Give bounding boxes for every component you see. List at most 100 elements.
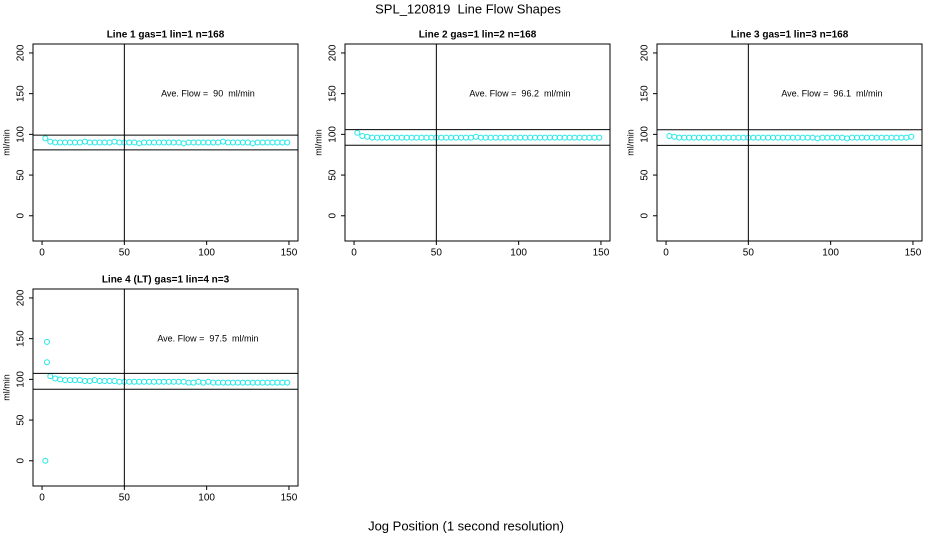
point xyxy=(111,377,118,384)
point xyxy=(57,139,64,146)
x-tick-label: 0 xyxy=(663,248,669,259)
point xyxy=(249,140,256,147)
point xyxy=(96,139,103,146)
point xyxy=(239,379,246,386)
point xyxy=(106,139,113,146)
point xyxy=(131,139,138,146)
point xyxy=(141,139,148,146)
plot-frame xyxy=(32,43,299,242)
point xyxy=(492,134,499,141)
x-tick-label: 100 xyxy=(510,248,527,259)
point xyxy=(264,379,271,386)
y-tick-label: 150 xyxy=(16,330,27,347)
point xyxy=(487,134,494,141)
point xyxy=(666,132,673,139)
point xyxy=(150,378,157,385)
point xyxy=(269,139,276,146)
y-tick-label: 100 xyxy=(16,371,27,388)
y-tick-label: 150 xyxy=(16,85,27,102)
point xyxy=(686,134,693,141)
point xyxy=(170,378,177,385)
point xyxy=(249,379,256,386)
point xyxy=(581,134,588,141)
point xyxy=(354,129,361,136)
point xyxy=(47,373,54,380)
point xyxy=(165,139,172,146)
point xyxy=(160,139,167,146)
point xyxy=(131,378,138,385)
point xyxy=(730,134,737,141)
point xyxy=(175,139,182,146)
point xyxy=(165,378,172,385)
point xyxy=(126,378,133,385)
point xyxy=(571,134,578,141)
point xyxy=(47,138,54,145)
point xyxy=(507,134,514,141)
point xyxy=(234,139,241,146)
point xyxy=(586,134,593,141)
y-tick-label: 200 xyxy=(640,44,651,61)
point xyxy=(160,378,167,385)
y-tick-label: 0 xyxy=(640,213,651,219)
plot-frame xyxy=(656,43,923,242)
point xyxy=(116,378,123,385)
y-tick-label: 150 xyxy=(328,85,339,102)
point xyxy=(101,377,108,384)
point xyxy=(210,139,217,146)
point xyxy=(671,133,678,140)
point xyxy=(532,134,539,141)
point xyxy=(740,134,747,141)
x-tick-label: 100 xyxy=(198,248,215,259)
point xyxy=(43,359,50,366)
point xyxy=(284,139,291,146)
point xyxy=(91,377,98,384)
point xyxy=(839,134,846,141)
point xyxy=(527,134,534,141)
point xyxy=(799,134,806,141)
point xyxy=(279,139,286,146)
point xyxy=(428,134,435,141)
point xyxy=(814,135,821,142)
point xyxy=(779,134,786,141)
point xyxy=(735,134,742,141)
y-tick-label: 0 xyxy=(328,213,339,219)
point xyxy=(596,134,603,141)
point xyxy=(824,134,831,141)
point xyxy=(52,139,59,146)
point xyxy=(482,134,489,141)
point xyxy=(858,134,865,141)
point xyxy=(210,379,217,386)
point xyxy=(62,377,69,384)
point xyxy=(220,379,227,386)
point xyxy=(170,139,177,146)
point xyxy=(190,379,197,386)
y-tick-label: 50 xyxy=(328,169,339,181)
point xyxy=(760,134,767,141)
point xyxy=(205,378,212,385)
point xyxy=(42,457,49,464)
point xyxy=(522,134,529,141)
point xyxy=(497,134,504,141)
point xyxy=(205,139,212,146)
point xyxy=(146,378,153,385)
point xyxy=(136,140,143,147)
point xyxy=(274,379,281,386)
y-tick-label: 0 xyxy=(16,213,27,219)
x-tick-label: 150 xyxy=(281,493,298,504)
x-tick-label: 50 xyxy=(119,493,131,504)
point xyxy=(863,134,870,141)
point xyxy=(369,134,376,141)
x-tick-label: 0 xyxy=(39,248,45,259)
x-tick-label: 100 xyxy=(198,493,215,504)
point xyxy=(274,139,281,146)
point xyxy=(453,134,460,141)
point xyxy=(898,134,905,141)
point xyxy=(676,134,683,141)
plot-frame xyxy=(32,288,299,487)
x-axis-label: Jog Position (1 second resolution) xyxy=(368,518,564,533)
point xyxy=(141,378,148,385)
point xyxy=(809,134,816,141)
point xyxy=(878,134,885,141)
plot-frame xyxy=(344,43,611,242)
figure-title: SPL_120819 Line Flow Shapes xyxy=(375,1,561,16)
